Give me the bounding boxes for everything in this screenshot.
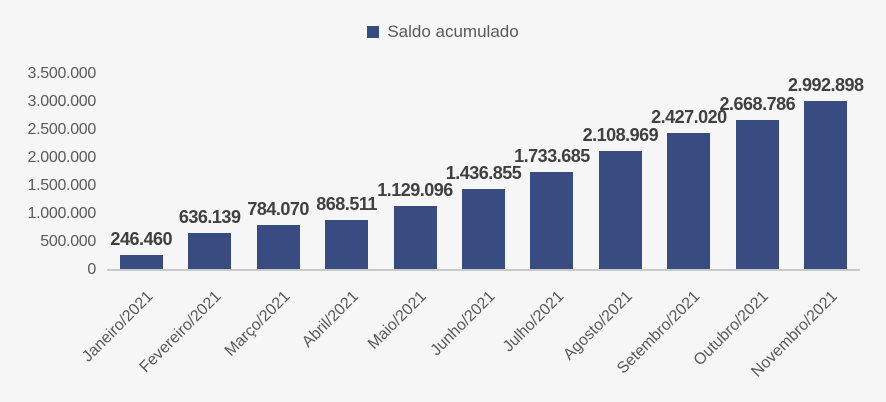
y-tick-label: 0	[87, 261, 96, 278]
legend-label: Saldo acumulado	[387, 22, 519, 41]
bar-value-label: 868.511	[316, 194, 377, 214]
bar	[188, 233, 232, 269]
bar-value-label: 2.427.020	[651, 107, 727, 127]
bar	[119, 255, 163, 269]
x-tick-label: Abril/2021	[298, 288, 362, 351]
bar	[256, 225, 300, 269]
chart-legend: Saldo acumulado	[0, 22, 886, 42]
bar	[667, 133, 711, 269]
legend-marker-icon	[367, 26, 380, 38]
y-tick-label: 3.500.000	[27, 65, 97, 82]
y-tick-label: 500.000	[40, 233, 96, 250]
bar	[598, 151, 642, 269]
bar-value-label: 784.070	[247, 199, 309, 219]
x-axis-line	[107, 269, 860, 271]
x-tick-label: Março/2021	[221, 288, 294, 360]
x-tick-label: Julho/2021	[499, 288, 567, 356]
bar-value-label: 2.108.969	[582, 125, 659, 145]
bar	[735, 120, 779, 269]
bar-value-label: 636.139	[178, 207, 241, 227]
bar	[804, 101, 848, 269]
bar	[530, 172, 574, 269]
y-tick-label: 1.500.000	[27, 177, 97, 194]
bar-value-label: 2.992.898	[787, 75, 864, 95]
x-tick-label: Maio/2021	[365, 288, 431, 353]
bar-value-label: 246.460	[110, 229, 173, 249]
y-tick-label: 2.000.000	[27, 149, 97, 166]
bar	[393, 206, 437, 269]
y-tick-label: 2.500.000	[27, 121, 97, 138]
bar	[462, 189, 505, 269]
bar	[325, 220, 369, 269]
x-tick-label: Junho/2021	[427, 288, 499, 360]
bar-value-label: 1.129.096	[377, 180, 453, 200]
bar-value-label: 1.436.855	[445, 163, 522, 183]
y-tick-label: 3.000.000	[27, 93, 97, 110]
bar-value-label: 2.668.786	[719, 94, 796, 114]
bar-value-label: 1.733.685	[514, 146, 590, 166]
y-tick-label: 1.000.000	[27, 205, 97, 222]
